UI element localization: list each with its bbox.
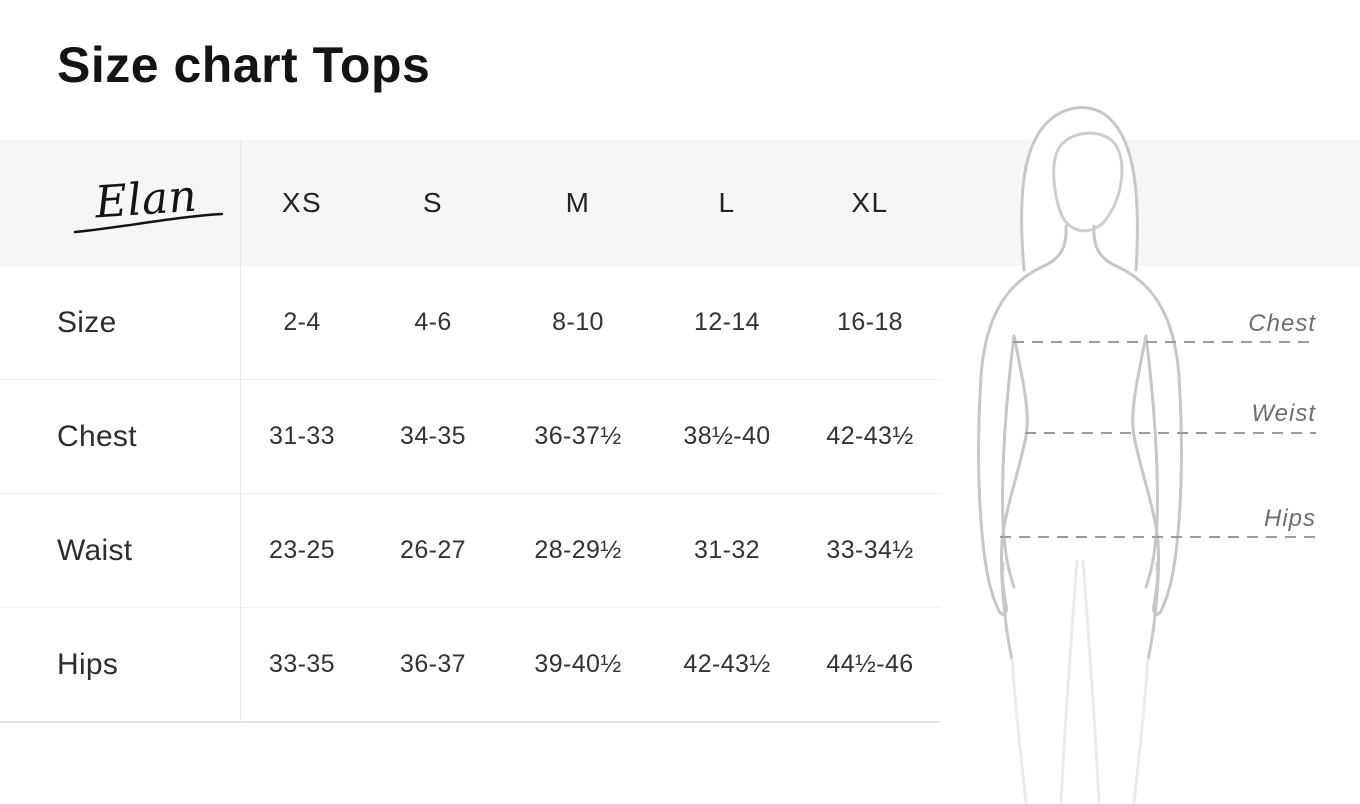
row-label-hips: Hips bbox=[57, 647, 119, 681]
cell-chest-xs: 31-33 bbox=[269, 422, 335, 450]
cell-hips-l: 42-43½ bbox=[683, 650, 771, 678]
face-outline bbox=[1052, 131, 1124, 233]
female-body-figure bbox=[977, 106, 1316, 804]
table-row-hips: Hips 33-35 36-37 39-40½ 42-43½ 44½-46 bbox=[0, 607, 940, 721]
table-row-waist: Waist 23-25 26-27 28-29½ 31-32 33-34½ bbox=[0, 493, 940, 607]
page-title: Size chart Tops bbox=[57, 37, 431, 93]
table-row-chest: Chest 31-33 34-35 36-37½ 38½-40 42-43½ bbox=[0, 379, 940, 493]
cell-size-xl: 16-18 bbox=[837, 308, 903, 336]
cell-hips-xl: 44½-46 bbox=[826, 650, 914, 678]
row-label-size: Size bbox=[57, 305, 117, 339]
brand-logo-text: Elan bbox=[92, 171, 198, 229]
figure-chest-label: Chest bbox=[1248, 310, 1316, 337]
cell-size-m: 8-10 bbox=[552, 308, 604, 336]
figure-hips-label: Hips bbox=[1263, 505, 1316, 532]
left-inner-arm-line bbox=[1001, 334, 1016, 589]
cell-chest-m: 36-37½ bbox=[534, 422, 622, 450]
brand-logo: Elan bbox=[73, 171, 224, 234]
left-inner-leg-line bbox=[1059, 559, 1079, 804]
cell-waist-m: 28-29½ bbox=[534, 536, 622, 564]
right-leg-outline bbox=[1132, 657, 1150, 804]
cell-chest-l: 38½-40 bbox=[683, 422, 771, 450]
left-leg-outline bbox=[1010, 657, 1028, 804]
cell-hips-s: 36-37 bbox=[400, 650, 466, 678]
cell-chest-xl: 42-43½ bbox=[826, 422, 914, 450]
table-row-size: Size 2-4 4-6 8-10 12-14 16-18 bbox=[0, 266, 940, 379]
column-divider-line bbox=[240, 140, 241, 721]
cell-size-s: 4-6 bbox=[414, 308, 452, 336]
col-header-xs: XS bbox=[281, 187, 323, 218]
logo-underline-flourish bbox=[73, 212, 224, 234]
size-chart-table: Elan XS S M L XL Size 2-4 4-6 8-10 12-14… bbox=[0, 140, 940, 723]
cell-waist-l: 31-32 bbox=[694, 536, 760, 564]
col-header-l: L bbox=[718, 187, 736, 218]
col-header-m: M bbox=[565, 187, 591, 218]
cell-waist-xl: 33-34½ bbox=[826, 536, 914, 564]
row-label-waist: Waist bbox=[57, 533, 133, 567]
figure-waist-label: Weist bbox=[1251, 400, 1316, 427]
table-header-row: Elan XS S M L XL bbox=[0, 140, 940, 266]
row-label-chest: Chest bbox=[57, 419, 137, 453]
right-arm-outline bbox=[1092, 224, 1183, 616]
col-header-s: S bbox=[422, 187, 444, 218]
cell-waist-xs: 23-25 bbox=[269, 536, 335, 564]
col-header-xl: XL bbox=[851, 187, 889, 218]
left-torso-outline bbox=[999, 334, 1029, 662]
cell-size-xs: 2-4 bbox=[283, 308, 321, 336]
cell-hips-m: 39-40½ bbox=[534, 650, 622, 678]
brand-logo-cell: Elan bbox=[0, 166, 240, 240]
right-inner-arm-line bbox=[1144, 334, 1159, 589]
cell-size-l: 12-14 bbox=[694, 308, 760, 336]
cell-hips-xs: 33-35 bbox=[269, 650, 335, 678]
right-inner-leg-line bbox=[1081, 559, 1101, 804]
left-arm-outline bbox=[977, 224, 1068, 616]
cell-waist-s: 26-27 bbox=[400, 536, 466, 564]
right-torso-outline bbox=[1131, 334, 1161, 662]
cell-chest-s: 34-35 bbox=[400, 422, 466, 450]
